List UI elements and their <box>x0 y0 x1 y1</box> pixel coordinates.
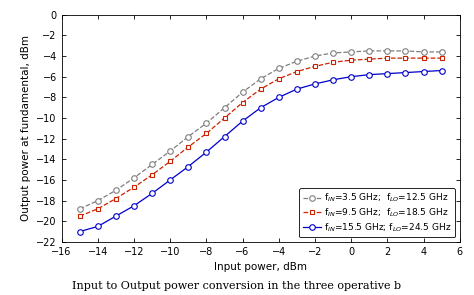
f$_{IN}$=9.5 GHz;  f$_{LO}$=18.5 GHz <box>384 56 390 60</box>
Line: f$_{IN}$=3.5 GHz;  f$_{LO}$=12.5 GHz: f$_{IN}$=3.5 GHz; f$_{LO}$=12.5 GHz <box>77 48 445 212</box>
f$_{IN}$=15.5 GHz; f$_{LO}$=24.5 GHz <box>402 71 408 74</box>
f$_{IN}$=3.5 GHz;  f$_{LO}$=12.5 GHz <box>222 106 228 109</box>
Line: f$_{IN}$=15.5 GHz; f$_{LO}$=24.5 GHz: f$_{IN}$=15.5 GHz; f$_{LO}$=24.5 GHz <box>77 68 445 234</box>
f$_{IN}$=9.5 GHz;  f$_{LO}$=18.5 GHz <box>258 87 264 91</box>
f$_{IN}$=9.5 GHz;  f$_{LO}$=18.5 GHz <box>131 186 137 189</box>
f$_{IN}$=3.5 GHz;  f$_{LO}$=12.5 GHz <box>366 49 372 53</box>
f$_{IN}$=15.5 GHz; f$_{LO}$=24.5 GHz <box>95 225 100 228</box>
f$_{IN}$=9.5 GHz;  f$_{LO}$=18.5 GHz <box>348 58 354 62</box>
f$_{IN}$=15.5 GHz; f$_{LO}$=24.5 GHz <box>439 69 445 72</box>
f$_{IN}$=3.5 GHz;  f$_{LO}$=12.5 GHz <box>185 135 191 138</box>
f$_{IN}$=9.5 GHz;  f$_{LO}$=18.5 GHz <box>149 173 155 176</box>
f$_{IN}$=3.5 GHz;  f$_{LO}$=12.5 GHz <box>95 199 100 202</box>
f$_{IN}$=15.5 GHz; f$_{LO}$=24.5 GHz <box>77 230 82 233</box>
f$_{IN}$=15.5 GHz; f$_{LO}$=24.5 GHz <box>113 214 119 218</box>
f$_{IN}$=3.5 GHz;  f$_{LO}$=12.5 GHz <box>276 67 282 70</box>
f$_{IN}$=9.5 GHz;  f$_{LO}$=18.5 GHz <box>294 70 300 73</box>
f$_{IN}$=15.5 GHz; f$_{LO}$=24.5 GHz <box>330 78 336 82</box>
f$_{IN}$=3.5 GHz;  f$_{LO}$=12.5 GHz <box>203 122 209 125</box>
f$_{IN}$=15.5 GHz; f$_{LO}$=24.5 GHz <box>312 82 318 86</box>
f$_{IN}$=9.5 GHz;  f$_{LO}$=18.5 GHz <box>113 197 119 200</box>
f$_{IN}$=9.5 GHz;  f$_{LO}$=18.5 GHz <box>330 60 336 64</box>
f$_{IN}$=9.5 GHz;  f$_{LO}$=18.5 GHz <box>203 132 209 135</box>
X-axis label: Input power, dBm: Input power, dBm <box>214 262 307 272</box>
f$_{IN}$=3.5 GHz;  f$_{LO}$=12.5 GHz <box>439 50 445 54</box>
f$_{IN}$=9.5 GHz;  f$_{LO}$=18.5 GHz <box>240 101 246 104</box>
Legend: f$_{IN}$=3.5 GHz;  f$_{LO}$=12.5 GHz, f$_{IN}$=9.5 GHz;  f$_{LO}$=18.5 GHz, f$_{: f$_{IN}$=3.5 GHz; f$_{LO}$=12.5 GHz, f$_… <box>299 188 455 237</box>
f$_{IN}$=3.5 GHz;  f$_{LO}$=12.5 GHz <box>330 51 336 55</box>
f$_{IN}$=9.5 GHz;  f$_{LO}$=18.5 GHz <box>276 77 282 81</box>
f$_{IN}$=3.5 GHz;  f$_{LO}$=12.5 GHz <box>384 49 390 53</box>
f$_{IN}$=9.5 GHz;  f$_{LO}$=18.5 GHz <box>95 207 100 211</box>
f$_{IN}$=15.5 GHz; f$_{LO}$=24.5 GHz <box>366 73 372 76</box>
f$_{IN}$=9.5 GHz;  f$_{LO}$=18.5 GHz <box>439 56 445 60</box>
f$_{IN}$=9.5 GHz;  f$_{LO}$=18.5 GHz <box>312 65 318 68</box>
f$_{IN}$=9.5 GHz;  f$_{LO}$=18.5 GHz <box>366 57 372 61</box>
f$_{IN}$=3.5 GHz;  f$_{LO}$=12.5 GHz <box>348 50 354 54</box>
f$_{IN}$=9.5 GHz;  f$_{LO}$=18.5 GHz <box>421 56 427 60</box>
f$_{IN}$=9.5 GHz;  f$_{LO}$=18.5 GHz <box>185 145 191 149</box>
f$_{IN}$=15.5 GHz; f$_{LO}$=24.5 GHz <box>149 192 155 195</box>
f$_{IN}$=3.5 GHz;  f$_{LO}$=12.5 GHz <box>240 90 246 94</box>
f$_{IN}$=3.5 GHz;  f$_{LO}$=12.5 GHz <box>149 163 155 166</box>
f$_{IN}$=3.5 GHz;  f$_{LO}$=12.5 GHz <box>113 189 119 192</box>
f$_{IN}$=9.5 GHz;  f$_{LO}$=18.5 GHz <box>167 160 173 163</box>
f$_{IN}$=15.5 GHz; f$_{LO}$=24.5 GHz <box>421 70 427 73</box>
f$_{IN}$=15.5 GHz; f$_{LO}$=24.5 GHz <box>240 119 246 123</box>
f$_{IN}$=15.5 GHz; f$_{LO}$=24.5 GHz <box>222 135 228 138</box>
f$_{IN}$=3.5 GHz;  f$_{LO}$=12.5 GHz <box>402 49 408 53</box>
Line: f$_{IN}$=9.5 GHz;  f$_{LO}$=18.5 GHz: f$_{IN}$=9.5 GHz; f$_{LO}$=18.5 GHz <box>77 56 444 219</box>
f$_{IN}$=3.5 GHz;  f$_{LO}$=12.5 GHz <box>131 176 137 180</box>
f$_{IN}$=9.5 GHz;  f$_{LO}$=18.5 GHz <box>77 214 82 218</box>
f$_{IN}$=9.5 GHz;  f$_{LO}$=18.5 GHz <box>222 116 228 120</box>
f$_{IN}$=15.5 GHz; f$_{LO}$=24.5 GHz <box>203 150 209 154</box>
f$_{IN}$=3.5 GHz;  f$_{LO}$=12.5 GHz <box>294 60 300 63</box>
f$_{IN}$=3.5 GHz;  f$_{LO}$=12.5 GHz <box>312 54 318 58</box>
f$_{IN}$=15.5 GHz; f$_{LO}$=24.5 GHz <box>167 178 173 182</box>
f$_{IN}$=15.5 GHz; f$_{LO}$=24.5 GHz <box>348 75 354 78</box>
f$_{IN}$=15.5 GHz; f$_{LO}$=24.5 GHz <box>258 106 264 109</box>
Y-axis label: Output power at fundamental, dBm: Output power at fundamental, dBm <box>20 35 31 221</box>
f$_{IN}$=3.5 GHz;  f$_{LO}$=12.5 GHz <box>421 50 427 54</box>
f$_{IN}$=3.5 GHz;  f$_{LO}$=12.5 GHz <box>258 77 264 81</box>
f$_{IN}$=3.5 GHz;  f$_{LO}$=12.5 GHz <box>77 207 82 211</box>
f$_{IN}$=9.5 GHz;  f$_{LO}$=18.5 GHz <box>402 56 408 60</box>
Text: Input to Output power conversion in the three operative b: Input to Output power conversion in the … <box>73 281 401 291</box>
f$_{IN}$=15.5 GHz; f$_{LO}$=24.5 GHz <box>185 165 191 168</box>
f$_{IN}$=15.5 GHz; f$_{LO}$=24.5 GHz <box>276 96 282 99</box>
f$_{IN}$=15.5 GHz; f$_{LO}$=24.5 GHz <box>384 72 390 76</box>
f$_{IN}$=3.5 GHz;  f$_{LO}$=12.5 GHz <box>167 149 173 153</box>
f$_{IN}$=15.5 GHz; f$_{LO}$=24.5 GHz <box>294 87 300 91</box>
f$_{IN}$=15.5 GHz; f$_{LO}$=24.5 GHz <box>131 204 137 208</box>
